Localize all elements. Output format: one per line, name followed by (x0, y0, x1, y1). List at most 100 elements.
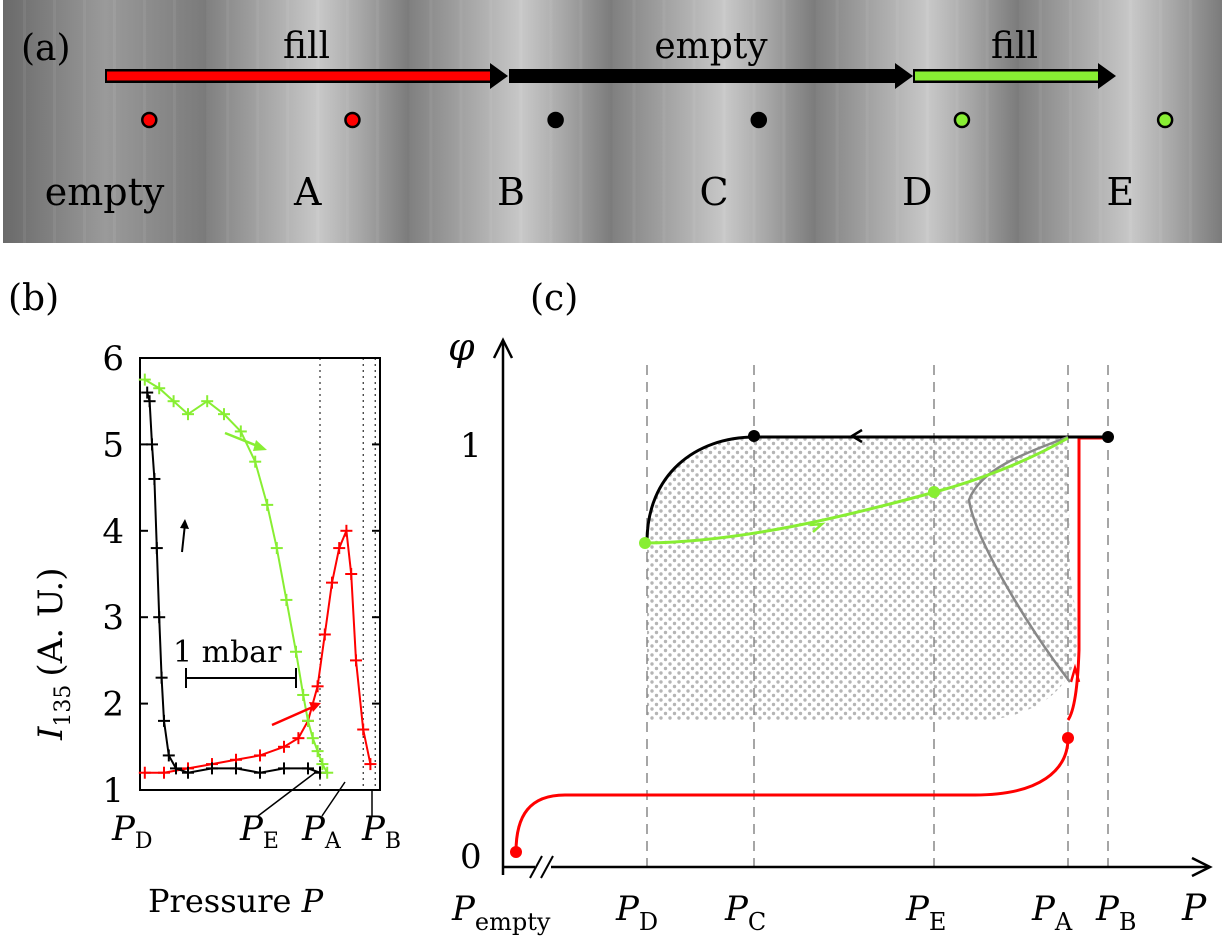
black-direction-arrow (181, 523, 186, 553)
data-point (318, 628, 331, 641)
data-point (321, 766, 334, 779)
red-curve-arrow (1069, 663, 1081, 683)
data-point (141, 386, 154, 399)
dotted-guides (139, 358, 376, 790)
data-point (357, 723, 370, 736)
fill-curve-red-lower (514, 737, 1070, 853)
x-tick-pa: PA (301, 809, 342, 854)
data-point (170, 762, 182, 775)
frame-dot (953, 111, 971, 129)
data-point (162, 749, 175, 762)
refill-curve-green (644, 436, 1069, 545)
data-point (182, 766, 194, 779)
data-point (316, 758, 329, 771)
data-point (155, 671, 168, 684)
data-point (143, 395, 156, 408)
data-point (345, 568, 358, 580)
x-tick-labels: PD PE PA PB (111, 771, 401, 854)
scale-bar: 1 mbar (173, 635, 297, 688)
red-direction-arrow (271, 704, 316, 727)
marker-pb (1102, 431, 1114, 443)
y-tick-label: 5 (102, 425, 124, 465)
marker-pa (1062, 732, 1074, 744)
y-axis-label: I135(A. U.) (31, 568, 76, 741)
y-axis-arrow (492, 337, 514, 359)
y-tick-label: 3 (102, 598, 124, 638)
frame-label: C (700, 170, 729, 214)
panel-b-chart: (b) 1 2 3 4 5 6 1 mbar I135(A. U.) (0, 270, 420, 944)
y-tick-label: 2 (102, 685, 124, 725)
frame-c (612, 0, 817, 243)
frame-label: D (902, 170, 932, 214)
arrow-fill (511, 71, 897, 81)
data-point (158, 714, 170, 727)
x-tick-pd: PD (615, 889, 658, 936)
fill-curve-red-upper (1066, 436, 1108, 721)
data-point (148, 472, 161, 485)
arrow-label: fill (991, 26, 1038, 67)
data-point (167, 395, 180, 408)
data-point (261, 498, 274, 511)
arrow-head (490, 63, 508, 89)
frame-label: A (293, 170, 322, 214)
data-point (280, 593, 293, 606)
frame-labels: empty A B C D E (45, 170, 1135, 214)
data-point (150, 542, 163, 555)
x-axis-label: Pressure P (148, 882, 324, 920)
data-point (340, 524, 353, 537)
data-point (218, 408, 230, 421)
y-axis-label: φ (448, 325, 475, 369)
green-curve-arrow (809, 522, 826, 533)
spinodal-curve-grey (967, 435, 1071, 683)
green-direction-arrow (224, 431, 261, 449)
axis-break-2 (540, 855, 554, 879)
x-tick-pa: PA (1031, 889, 1073, 936)
data-point (206, 762, 218, 775)
image-frames (3, 0, 1222, 243)
black-arrow-head (180, 519, 189, 529)
panel-b-svg: (b) 1 2 3 4 5 6 1 mbar I135(A. U.) (8, 278, 401, 920)
y-tick-label: 6 (102, 339, 124, 379)
data-point (302, 762, 314, 775)
frame-label: empty (45, 170, 165, 214)
data-point (311, 745, 324, 758)
data-point (153, 382, 166, 395)
panel-a-label: (a) (21, 28, 71, 69)
black-curve-arrow (849, 428, 863, 444)
marker-pc (748, 430, 760, 442)
data-point (278, 762, 290, 775)
empty-curve-black (645, 435, 1108, 543)
x-axis-arrow (1191, 856, 1213, 878)
data-point (234, 425, 247, 438)
panel-c-chart: (c) φ 1 0 Pempty PD (420, 270, 1225, 944)
data-point (270, 542, 283, 555)
data-point (290, 645, 302, 658)
data-point (201, 395, 214, 408)
x-tick-pe: PE (239, 809, 279, 854)
svg-text:I135(A. U.): I135(A. U.) (31, 568, 76, 741)
y-tick-1: 1 (460, 426, 482, 466)
arrow-label: empty (654, 26, 768, 67)
scale-bar-label: 1 mbar (173, 635, 282, 670)
frame-d (815, 0, 1020, 243)
frame-dot (547, 111, 564, 129)
data-point (297, 688, 310, 701)
x-tick-pd: PD (111, 809, 153, 854)
data-point (306, 732, 319, 745)
arrow-fill (915, 71, 1100, 81)
data-point (182, 408, 194, 421)
frame-empty (3, 0, 208, 243)
frame-dot (141, 111, 158, 129)
data-point (138, 373, 151, 386)
axis-break-1 (529, 855, 543, 879)
frame-label: B (497, 170, 525, 214)
frame-dot (344, 111, 361, 129)
data-point (326, 576, 338, 589)
marker-p-empty (510, 846, 522, 858)
data-point (138, 766, 151, 779)
data-point (333, 542, 346, 555)
y-tick-0: 0 (460, 837, 482, 877)
panel-c-svg: (c) φ 1 0 Pempty PD (448, 278, 1213, 936)
y-ticks: 1 2 3 4 5 6 (102, 339, 380, 811)
hysteresis-region (647, 437, 1079, 720)
